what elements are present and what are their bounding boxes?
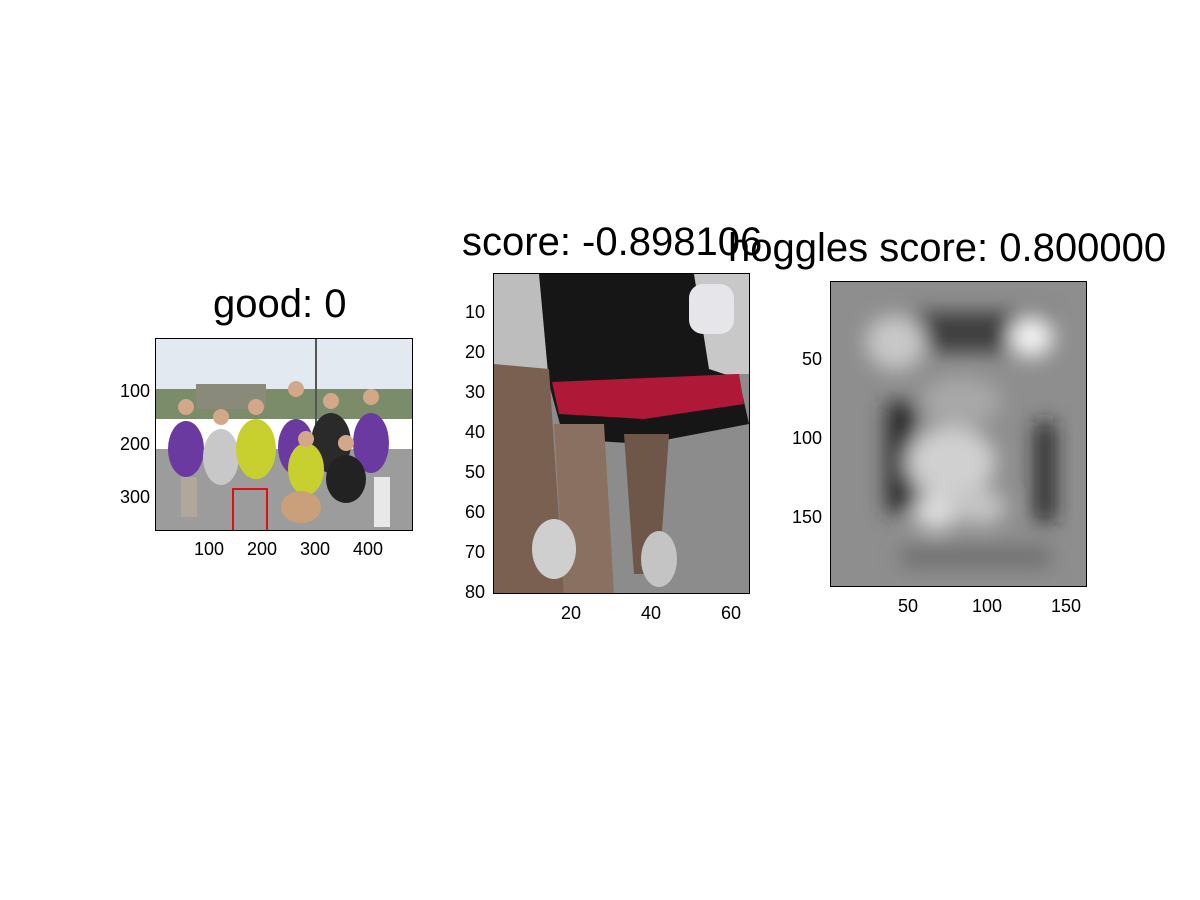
panel3-xtick: 100 [971,596,1003,616]
panel3-axes [830,281,1087,587]
panel1-title: good: 0 [213,282,347,326]
panel2-ytick: 80 [464,582,485,602]
panel2-ytick: 20 [464,342,485,362]
panel3-xtick: 50 [897,596,919,616]
panel1-group-photo [156,339,412,530]
panel3-ytick: 100 [791,428,822,448]
panel1-xtick: 300 [299,539,331,559]
panel2-ytick: 10 [464,302,485,322]
panel2-crop-photo [494,274,749,593]
panel2-ytick: 70 [464,542,485,562]
panel1-ytick: 100 [119,381,150,401]
panel2-ytick: 50 [464,462,485,482]
panel1-xtick: 200 [246,539,278,559]
panel2-ytick: 60 [464,502,485,522]
panel3-hog-visualization [831,282,1086,586]
panel1-xtick: 400 [352,539,384,559]
panel2-axes [493,273,750,594]
panel1-ytick: 200 [119,434,150,454]
panel2-xtick: 40 [640,603,662,623]
panel3-ytick: 50 [801,349,822,369]
panel1-xtick: 100 [193,539,225,559]
panel3-xtick: 150 [1050,596,1082,616]
panel2-xtick: 20 [560,603,582,623]
panel1-axes [155,338,413,531]
panel1-ytick: 300 [119,487,150,507]
panel2-ytick: 30 [464,382,485,402]
detection-bbox [232,488,268,530]
panel2-ytick: 40 [464,422,485,442]
panel2-xtick: 60 [720,603,742,623]
panel3-ytick: 150 [791,507,822,527]
panel2-title: score: -0.898106 [462,220,763,264]
panel3-title: hoggles score: 0.800000 [728,226,1167,270]
